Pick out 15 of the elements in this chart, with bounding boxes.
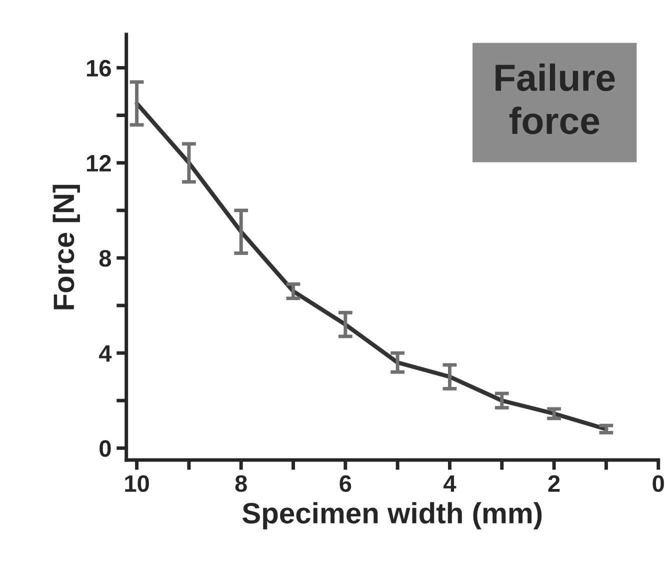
y-tick-label: 16 — [86, 60, 111, 77]
y-axis-title: Force [N] — [52, 184, 80, 310]
x-tick-label: 6 — [340, 475, 352, 492]
x-axis-title: Specimen width (mm) — [242, 502, 542, 530]
x-tick-label: 10 — [125, 475, 149, 492]
x-tick-label: 2 — [548, 475, 560, 492]
line-series — [134, 101, 608, 432]
y-tick-label: 8 — [99, 250, 112, 267]
y-tick-label: 4 — [98, 345, 112, 362]
annotation: Failure force — [496, 64, 615, 134]
y-tick-label: 12 — [86, 154, 111, 172]
x-tick-label: 8 — [235, 475, 247, 492]
x-tick-label: 4 — [444, 475, 456, 492]
y-tick-label: 0 — [100, 440, 111, 457]
x-tick-label: 0 — [652, 475, 664, 492]
